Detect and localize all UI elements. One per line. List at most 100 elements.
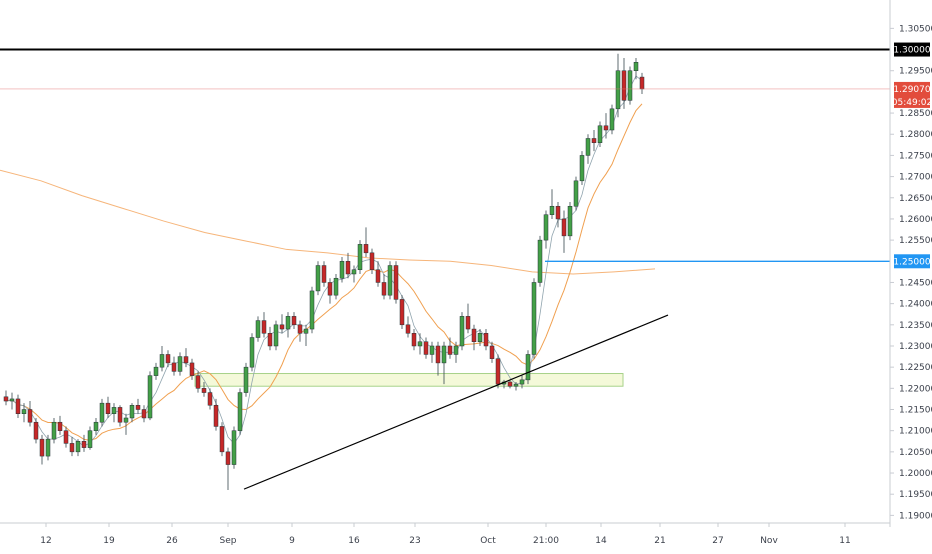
candle-body xyxy=(93,421,99,431)
candle-body xyxy=(9,398,15,402)
candle-body xyxy=(519,379,525,385)
candle-down xyxy=(381,273,387,300)
candle-down xyxy=(105,396,111,418)
candle-body xyxy=(165,354,171,364)
candle-body xyxy=(465,316,471,330)
candle-body xyxy=(489,345,495,359)
candle-down xyxy=(183,348,189,368)
candle-up xyxy=(123,413,129,435)
candle-body xyxy=(597,125,603,143)
candle-body xyxy=(567,205,573,237)
candle-up xyxy=(249,333,255,372)
drawing-lines-layer[interactable] xyxy=(0,48,890,490)
candle-up xyxy=(129,403,135,423)
candle-body xyxy=(309,290,315,330)
candle-body xyxy=(345,261,351,275)
candle-body xyxy=(627,70,633,101)
candle-body xyxy=(471,328,477,342)
candle-down xyxy=(171,356,177,376)
y-tick-label: 1.30500 xyxy=(899,24,932,34)
medium-moving-average-line xyxy=(5,103,643,441)
candle-body xyxy=(621,70,627,101)
candle-body xyxy=(609,108,615,131)
candle-up xyxy=(237,388,243,435)
candle-body xyxy=(357,244,363,271)
candle-body xyxy=(195,375,201,389)
x-tick-label: 19 xyxy=(103,536,115,546)
candle-body xyxy=(3,396,9,402)
y-tick-label: 1.23000 xyxy=(899,342,932,352)
candle-body xyxy=(75,441,81,453)
candle-body xyxy=(279,324,285,330)
candle-down xyxy=(219,422,225,457)
candle-down xyxy=(369,248,375,274)
candle-body xyxy=(183,356,189,364)
candle-body xyxy=(207,392,213,406)
candle-down xyxy=(63,426,69,448)
candle-down xyxy=(195,371,201,393)
y-tick-label: 1.28500 xyxy=(899,109,932,119)
candle-down xyxy=(393,261,399,304)
candle-body xyxy=(129,405,135,419)
candle-body xyxy=(393,265,399,300)
candle-down xyxy=(489,341,495,363)
y-tick-label: 1.26500 xyxy=(899,194,932,204)
candle-up xyxy=(519,375,525,389)
x-tick-label: 21 xyxy=(654,536,665,546)
candle-body xyxy=(273,324,279,347)
candle-body xyxy=(57,421,63,431)
candle-up xyxy=(525,350,531,385)
candle-down xyxy=(423,337,429,359)
countdown-text: 05:49:02 xyxy=(892,98,932,108)
candle-body xyxy=(21,409,27,414)
candle-down xyxy=(639,72,645,95)
candle-body xyxy=(261,320,267,334)
candle-down xyxy=(561,210,567,253)
candle-up xyxy=(549,189,555,219)
candle-body xyxy=(375,269,381,283)
candle-body xyxy=(507,381,513,387)
candle-body xyxy=(51,421,57,440)
candle-body xyxy=(255,320,261,338)
candle-body xyxy=(321,265,327,283)
candle-body xyxy=(411,333,417,347)
y-tick-label: 1.27500 xyxy=(899,151,932,161)
candle-up xyxy=(339,257,345,283)
candle-body xyxy=(99,402,105,423)
ascending-trendline[interactable] xyxy=(243,314,669,490)
candle-body xyxy=(177,356,183,372)
candle-up xyxy=(333,273,339,300)
x-tick-label: 23 xyxy=(409,536,420,546)
candle-body xyxy=(615,70,621,110)
candle-up xyxy=(93,417,99,435)
candle-body xyxy=(141,409,147,419)
candle-down xyxy=(411,329,417,351)
long-moving-average-line xyxy=(0,169,656,275)
candle-down xyxy=(447,337,453,359)
candle-down xyxy=(3,390,9,406)
candle-up xyxy=(441,341,447,385)
candle-up xyxy=(627,66,633,105)
y-tick-label: 1.20000 xyxy=(899,469,932,479)
candle-body xyxy=(189,362,195,376)
candle-body xyxy=(111,407,117,414)
candle-body xyxy=(381,282,387,296)
candle-up xyxy=(357,240,363,274)
y-tick-label: 1.19500 xyxy=(899,490,932,500)
y-tick-label: 1.25500 xyxy=(899,236,932,246)
candle-down xyxy=(435,341,441,376)
candle-body xyxy=(327,282,333,296)
candle-body xyxy=(237,392,243,431)
candle-body xyxy=(633,62,639,71)
current-price-text: 1.29070 xyxy=(893,85,930,95)
candle-body xyxy=(447,345,453,355)
candle-body xyxy=(297,324,303,334)
x-tick-label: 11 xyxy=(839,536,850,546)
y-tick-label: 1.23500 xyxy=(899,321,932,331)
y-tick-label: 1.24500 xyxy=(899,278,932,288)
candle-down xyxy=(555,202,561,228)
support-zone-rect[interactable] xyxy=(194,373,624,387)
candle-up xyxy=(573,176,579,211)
